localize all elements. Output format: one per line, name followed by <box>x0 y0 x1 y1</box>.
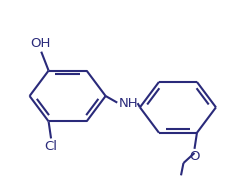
Text: OH: OH <box>30 37 50 50</box>
Text: O: O <box>189 150 200 163</box>
Text: NH: NH <box>119 97 138 110</box>
Text: Cl: Cl <box>45 140 58 153</box>
